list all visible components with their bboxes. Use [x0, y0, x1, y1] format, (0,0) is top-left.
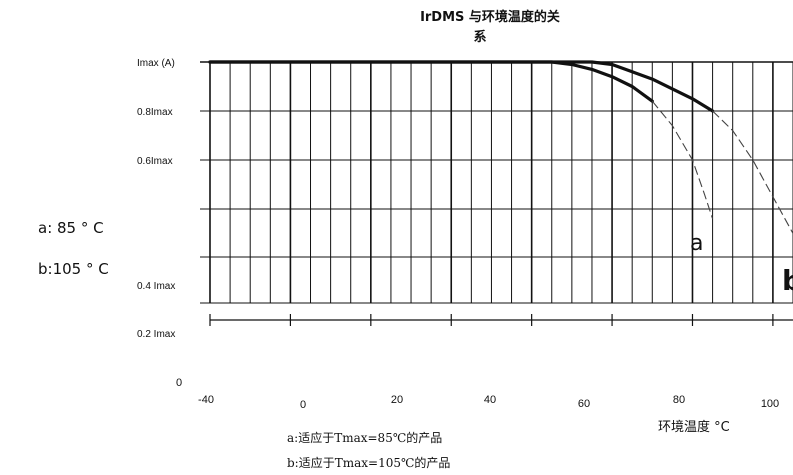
x-tick-label: 100: [761, 398, 779, 410]
x-tick-label: -40: [198, 394, 214, 406]
y-tick-label: 0.2 Imax: [137, 329, 175, 340]
x-tick-label: 0: [300, 399, 306, 411]
x-axis-label: 环境温度 °C: [658, 419, 730, 435]
y-tick-label: 0.8Imax: [137, 107, 173, 118]
x-tick-labels: -40 0 20 40 60 80 100: [198, 394, 779, 411]
y-tick-label: 0: [176, 377, 182, 389]
legend-item-a: a:适应于Tmax=85℃的产品: [287, 430, 442, 445]
y-tick-label: 0.4 Imax: [137, 281, 175, 292]
x-tick-label: 20: [391, 394, 403, 406]
x-tick-label: 80: [673, 394, 685, 406]
x-tick-label: 40: [484, 394, 496, 406]
x-tick-label: 60: [578, 398, 590, 410]
series-b-label: b: [782, 264, 793, 297]
legend-item-b: b:适应于Tmax=105℃的产品: [287, 455, 450, 470]
y-tick-label: 0.6Imax: [137, 156, 173, 167]
series-a-label: a: [690, 231, 703, 256]
series-b-solid-line: [210, 62, 713, 111]
y-tick-label: Imax (A): [137, 58, 175, 69]
curves: [210, 62, 793, 234]
chart-title-line2: 系: [473, 29, 486, 45]
chart-title-line1: IrDMS 与环境温度的关: [420, 9, 560, 25]
y-tick-labels: Imax (A) 0.8Imax 0.6Imax 0.4 Imax 0.2 Im…: [137, 58, 182, 389]
